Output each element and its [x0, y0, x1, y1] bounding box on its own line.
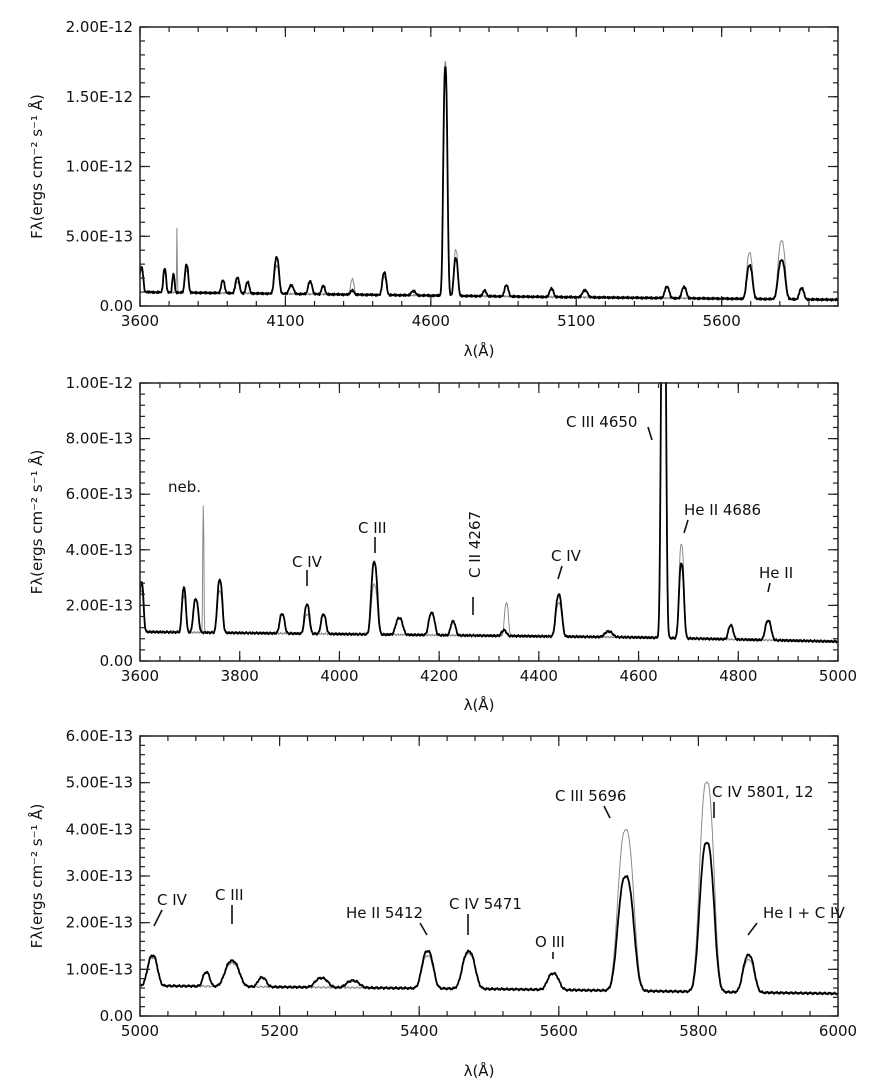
- y-tick-label: 0.00: [100, 297, 133, 315]
- spectrum-line-observed: [140, 66, 838, 302]
- x-tick-label: 4800: [719, 667, 757, 685]
- y-tick-label: 4.00E-13: [66, 541, 133, 559]
- annotation-leader: [683, 519, 689, 534]
- line-annotation: C III 4650: [566, 413, 637, 431]
- line-annotation: C IV 5471: [449, 895, 522, 913]
- line-annotation: C IV 5801, 12: [712, 783, 814, 801]
- x-tick-label: 6000: [819, 1022, 857, 1040]
- annotation-leader: [557, 565, 563, 580]
- plot-frame: [139, 26, 839, 307]
- line-annotation: neb.: [168, 478, 201, 496]
- x-tick-label: 4200: [420, 667, 458, 685]
- x-tick-label: 3600: [121, 667, 159, 685]
- x-tick-label: 5600: [703, 312, 741, 330]
- line-annotation: He II: [759, 564, 793, 582]
- line-annotation: C III: [358, 519, 387, 537]
- line-annotation: He II 4686: [684, 501, 761, 519]
- spectrum-line-model: [140, 61, 838, 302]
- x-tick-label: 3600: [121, 312, 159, 330]
- x-tick-label: 5800: [679, 1022, 717, 1040]
- y-tick-label: 5.00E-13: [66, 774, 133, 792]
- x-tick-label: 4000: [320, 667, 358, 685]
- line-annotation: C III 5696: [555, 787, 626, 805]
- x-tick-label: 4600: [412, 312, 450, 330]
- y-tick-label: 0.00: [100, 652, 133, 670]
- x-axis-label: λ(Å): [464, 695, 495, 714]
- line-annotation: He II 5412: [346, 904, 423, 922]
- y-tick-label: 6.00E-13: [66, 727, 133, 745]
- plot-frame: [139, 382, 839, 662]
- line-annotation: C IV: [157, 891, 188, 909]
- line-annotation: He I + C IV: [763, 904, 845, 922]
- x-tick-label: 4100: [266, 312, 304, 330]
- x-tick-label: 5200: [261, 1022, 299, 1040]
- annotation-leader: [419, 922, 428, 936]
- annotation-leader: [603, 805, 611, 819]
- spectrum-panel-2: 3600 3800 4000 4200 4400 4600 4800 5000 0.00 2.00…: [27, 374, 857, 714]
- x-tick-label: 5400: [400, 1022, 438, 1040]
- y-tick-label: 5.00E-13: [66, 227, 133, 245]
- plot-frame: [139, 735, 839, 1017]
- line-annotation: C IV: [551, 547, 582, 565]
- y-tick-label: 1.00E-13: [66, 960, 133, 978]
- y-tick-label: 2.00E-12: [66, 18, 133, 36]
- x-tick-label: 3800: [221, 667, 259, 685]
- x-tick-label: 5000: [121, 1022, 159, 1040]
- x-tick-label: 5100: [557, 312, 595, 330]
- x-tick-label: 4600: [619, 667, 657, 685]
- spectrum-line-observed: [140, 382, 838, 644]
- spectrum-line-observed: [140, 841, 838, 996]
- y-tick-label: 4.00E-13: [66, 820, 133, 838]
- line-annotation: O III: [535, 933, 565, 951]
- spectrum-panel-1: 3600 4100 4600 5100 5600 0.00 5.00E-13 1.00E-12…: [27, 18, 839, 360]
- y-tick-label: 2.00E-13: [66, 914, 133, 932]
- y-tick-label: 3.00E-13: [66, 867, 133, 885]
- spectrum-line-model: [140, 781, 838, 996]
- y-tick-label: 1.00E-12: [66, 158, 133, 176]
- spectrum-line-model: [140, 382, 838, 643]
- line-annotation: C II 4267: [466, 511, 484, 578]
- annotation-leader: [153, 909, 163, 927]
- y-tick-label: 6.00E-13: [66, 485, 133, 503]
- x-tick-label: 5600: [540, 1022, 578, 1040]
- line-annotation: C III: [215, 886, 244, 904]
- line-annotation: C IV: [292, 553, 323, 571]
- y-tick-label: 1.50E-12: [66, 88, 133, 106]
- y-tick-label: 2.00E-13: [66, 596, 133, 614]
- annotation-leader: [767, 582, 771, 593]
- y-axis-label: Fλ(ergs cm⁻² s⁻¹ Å): [27, 94, 46, 239]
- y-tick-label: 1.00E-12: [66, 374, 133, 392]
- y-axis-label: Fλ(ergs cm⁻² s⁻¹ Å): [27, 804, 46, 949]
- y-tick-label: 0.00: [100, 1007, 133, 1025]
- x-axis-label: λ(Å): [464, 341, 495, 360]
- spectrum-panel-3: 5000 5200 5400 5600 5800 6000 0.00 1.00E-13 2.00…: [27, 727, 857, 1080]
- x-axis-label: λ(Å): [464, 1061, 495, 1080]
- x-tick-label: 4400: [520, 667, 558, 685]
- y-tick-label: 8.00E-13: [66, 430, 133, 448]
- y-axis-label: Fλ(ergs cm⁻² s⁻¹ Å): [27, 450, 46, 595]
- x-tick-label: 5000: [819, 667, 857, 685]
- annotation-leader: [747, 922, 758, 936]
- annotation-leader: [647, 426, 653, 441]
